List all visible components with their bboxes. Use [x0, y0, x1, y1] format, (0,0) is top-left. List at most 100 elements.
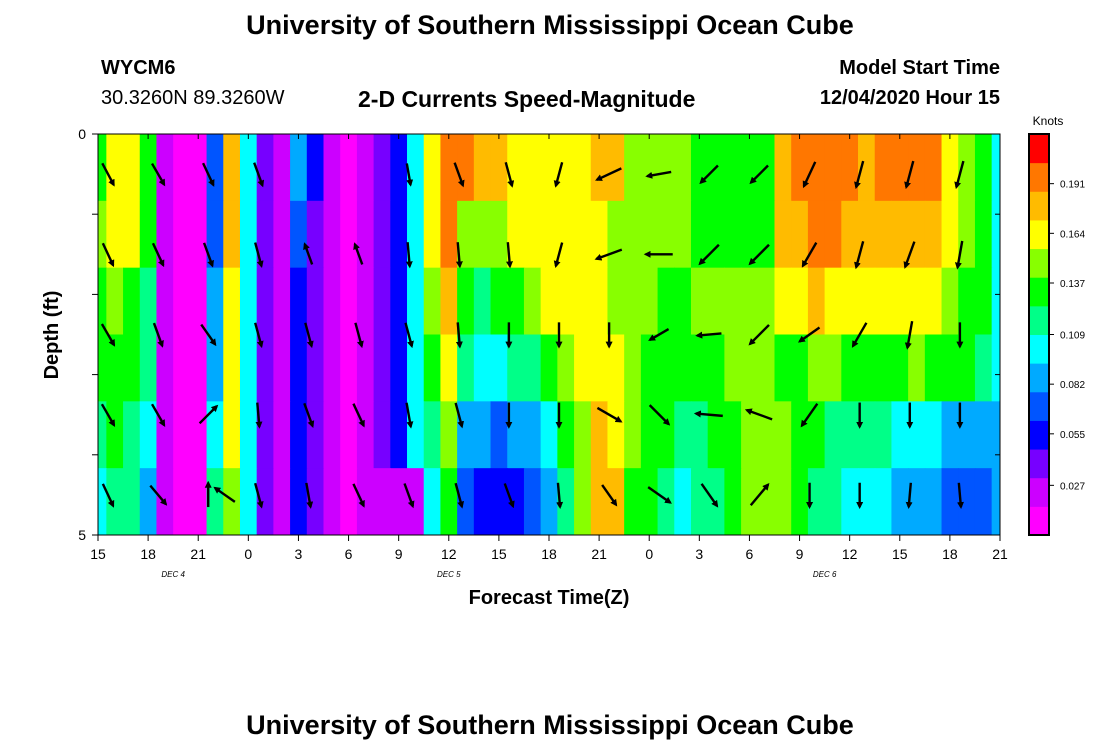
heatmap-cell [908, 468, 926, 535]
current-vector [352, 403, 365, 428]
heatmap-cell [239, 134, 258, 202]
heatmap-cell [741, 401, 759, 469]
heatmap-cell [440, 334, 458, 402]
heatmap-cell [757, 334, 776, 402]
heatmap-cell [941, 267, 959, 336]
heatmap-cell [991, 200, 1000, 269]
x-axis: 15 18 21 0 3 6 9 12 15 18 21 0 3 6 9 12 15 18 21 DEC 4 DEC 5… [90, 134, 1008, 579]
heatmap-cell [290, 334, 308, 402]
heatmap-cell [891, 267, 909, 336]
colorbar-segment [1029, 219, 1049, 250]
heatmap-cell [457, 334, 475, 402]
heatmap-cell [557, 334, 575, 402]
heatmap-cell [807, 134, 826, 202]
heatmap-cell [858, 334, 876, 402]
current-vector [455, 242, 463, 269]
heatmap-cell [440, 200, 458, 269]
heatmap-cell [256, 401, 274, 469]
heatmap-cell [206, 334, 224, 402]
colorbar-tick-label: 0.191 [1060, 180, 1085, 191]
current-vector [904, 160, 915, 190]
heatmap-cell [724, 134, 742, 202]
heatmap-cell [423, 200, 442, 269]
heatmap-cell [774, 134, 792, 202]
heatmap-cell [189, 267, 208, 336]
heatmap-cell [98, 267, 107, 336]
heatmap-cell [173, 134, 191, 202]
heatmap-cell [256, 468, 274, 535]
current-vector [854, 160, 865, 190]
heatmap-cell [674, 468, 692, 535]
current-vector [801, 242, 818, 268]
heatmap-cell [707, 468, 725, 535]
heatmap-cell [390, 334, 408, 402]
current-vector [354, 322, 364, 349]
heatmap-cell [390, 401, 408, 469]
current-vector [594, 248, 623, 261]
heatmap-cell [741, 267, 759, 336]
heatmap-cell [607, 401, 625, 469]
heatmap-cell [290, 134, 308, 202]
heatmap-cell [958, 134, 976, 202]
heatmap-cell [807, 200, 826, 269]
heatmap-cell [273, 134, 291, 202]
heatmap-cell [273, 334, 291, 402]
current-vector [253, 162, 265, 188]
heatmap-cell [306, 334, 325, 402]
x-tick-label: 0 [645, 546, 653, 562]
heatmap-cell [323, 267, 341, 336]
heatmap-cell [557, 267, 575, 336]
heatmap-cell [657, 468, 675, 535]
colorbar-segment [1029, 363, 1049, 393]
heatmap-cell [106, 267, 124, 336]
heatmap-cell [841, 401, 859, 469]
heatmap-cell [640, 401, 659, 469]
heatmap-cell [824, 468, 842, 535]
heatmap-cell [574, 267, 592, 336]
heatmap-cell [891, 334, 909, 402]
heatmap-cell [223, 200, 241, 269]
heatmap-cell [407, 267, 425, 336]
heatmap-cell [624, 200, 642, 269]
current-vector [749, 164, 769, 185]
x-tick-label: 18 [942, 546, 958, 562]
current-vector [100, 323, 116, 347]
current-vector [405, 402, 414, 429]
heatmap-cell [891, 200, 909, 269]
heatmap-cell [123, 401, 141, 469]
current-vectors [100, 160, 965, 510]
heatmap-cell [306, 200, 325, 269]
heatmap-cell [423, 134, 442, 202]
heatmap-cell [540, 468, 558, 535]
heatmap-cell [423, 267, 442, 336]
heatmap-cell [841, 334, 859, 402]
date-label: DEC 6 [813, 570, 837, 579]
x-tick-label: 9 [395, 546, 403, 562]
heatmap-cell [674, 267, 692, 336]
heatmap-cell [457, 200, 475, 269]
heatmap-cell [540, 200, 558, 269]
heatmap-cell [256, 334, 274, 402]
current-vector [748, 324, 770, 346]
heatmap-cell [290, 267, 308, 336]
colorbar-tick-label: 0.082 [1060, 380, 1085, 391]
heatmap-cell [858, 134, 876, 202]
heatmap-cell [640, 267, 659, 336]
heatmap-cell [523, 267, 542, 336]
heatmap-cell [373, 134, 391, 202]
colorbar: Knots 0.027 0.055 0.082 0.109 0.137 0.164 0.19… [1028, 114, 1085, 536]
heatmap-cell [624, 267, 642, 336]
heatmap-cell [607, 134, 625, 202]
colorbar-tick-label: 0.109 [1060, 331, 1085, 342]
heatmap-cell [707, 267, 725, 336]
heatmap-cell [139, 468, 158, 535]
heatmap-cell [807, 267, 826, 336]
colorbar-tick-label: 0.137 [1060, 279, 1085, 290]
heatmap-cell [941, 134, 959, 202]
heatmap-cell [139, 334, 158, 402]
heatmap-cell [941, 401, 959, 469]
heatmap-cell [540, 267, 558, 336]
heatmap-cell [98, 200, 107, 269]
heatmap-cell [523, 401, 542, 469]
heatmap-cell [323, 468, 341, 535]
